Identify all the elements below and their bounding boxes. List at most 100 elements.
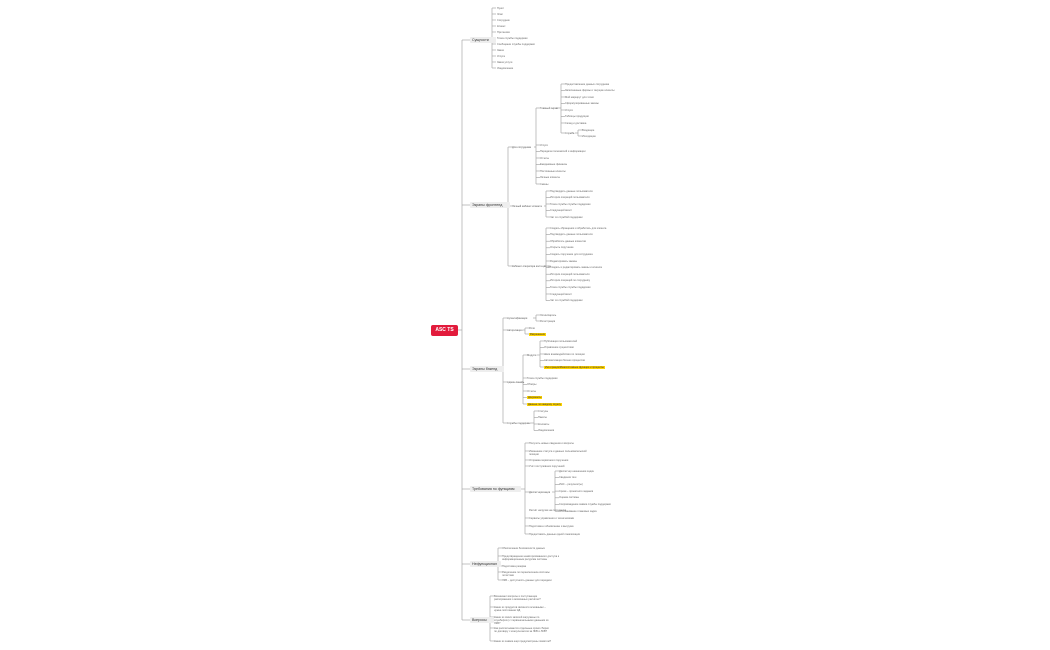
leaf-item[interactable]: Следующий визит <box>550 292 572 296</box>
leaf-item[interactable]: Таблицы продукции <box>565 115 589 118</box>
leaf-item[interactable]: Создать обращения и обработать для клиен… <box>550 226 607 230</box>
branch-node[interactable]: Экраны бэкенд <box>470 366 504 372</box>
leaf-item[interactable]: Исходящие <box>582 134 596 138</box>
leaf-item[interactable]: Заказ <box>497 48 504 52</box>
leaf-item[interactable]: Предотвращение неавторизованного доступа… <box>502 554 559 561</box>
leaf-item[interactable]: Пункт <box>497 6 504 10</box>
leaf-item[interactable]: Какие из заявок ещё предусмотрены лимито… <box>494 639 552 643</box>
leaf-item[interactable]: Точка службы службы поддержки <box>550 202 591 206</box>
leaf-item[interactable]: Заполненные формы и текущие клиенты <box>565 89 615 92</box>
leaf-item[interactable]: Данные по каждому отделу <box>527 402 562 406</box>
leaf-item[interactable]: Разделение по переключению системы логис… <box>502 570 550 577</box>
leaf-item[interactable]: История операций пользователя <box>550 196 590 199</box>
leaf-item[interactable]: Предоставить данные одной локализации <box>529 532 581 536</box>
leaf-item[interactable]: Заказ услуги <box>497 60 513 64</box>
branch-node[interactable]: Экраны фронтенд <box>470 202 510 208</box>
group-label[interactable]: Админ-панель <box>507 380 525 384</box>
leaf-item[interactable]: Сервисы управления и техническими <box>529 516 575 520</box>
leaf-item[interactable]: Этап <box>497 12 503 16</box>
leaf-item[interactable]: Редактировать заказы <box>550 259 577 263</box>
leaf-item[interactable]: История операций по сотруднику <box>550 279 591 283</box>
subgroup-label[interactable]: Главный экран <box>540 106 558 110</box>
leaf-item[interactable]: Оценка системы <box>559 496 579 500</box>
group-label[interactable]: Личный кабинет клиента <box>512 204 542 208</box>
leaf-item[interactable]: Роли <box>529 326 535 330</box>
leaf-item[interactable]: Передача полномочий и информации <box>540 150 586 153</box>
leaf-item[interactable]: Склад и доставка <box>565 121 587 125</box>
leaf-item[interactable]: Контакты <box>538 422 550 426</box>
leaf-item[interactable]: Услуги <box>540 143 548 147</box>
leaf-item[interactable]: Постоянные клиенты <box>540 169 566 173</box>
leaf-item[interactable]: Отчеты <box>540 156 549 160</box>
leaf-item[interactable]: Сотрудник <box>497 18 510 22</box>
leaf-item[interactable]: Сведения тиш <box>559 476 577 480</box>
leaf-item[interactable]: Регистрация <box>540 319 556 323</box>
leaf-item[interactable]: Сопровождение заявок службы поддержки <box>559 503 611 506</box>
leaf-item[interactable]: Обработать данные клиентов <box>550 239 586 243</box>
leaf-item[interactable]: Статусы <box>538 409 549 413</box>
leaf-item[interactable]: Диспетчер назначения задач <box>559 469 594 473</box>
leaf-item[interactable]: Точка службы поддержки <box>527 376 558 380</box>
leaf-item[interactable]: История операций пользователя <box>550 272 590 276</box>
leaf-item[interactable]: Личные клиенты <box>540 176 561 179</box>
branch-node[interactable]: Требования по функциям <box>470 486 521 492</box>
leaf-item[interactable]: Следующий визит <box>550 209 572 212</box>
leaf-item[interactable]: Ежедневные финансы <box>540 163 568 166</box>
leaf-item[interactable]: Претензия <box>497 30 510 34</box>
leaf-item[interactable]: ЛКВ – доступность данных для передачи <box>502 578 552 582</box>
leaf-item[interactable]: ИНС – результат(ы) <box>559 482 583 486</box>
leaf-item[interactable]: Чат со службой поддержки <box>550 215 583 219</box>
group-label[interactable]: Для сотрудника <box>512 145 531 149</box>
leaf-item[interactable]: Отслеживание плановых задач <box>559 509 597 513</box>
leaf-item[interactable]: Изменение статуса и данных пользовательс… <box>529 449 587 456</box>
leaf-item[interactable]: Сроки – проектного задания <box>559 489 594 493</box>
group-label[interactable]: Службы поддержки <box>507 421 531 425</box>
leaf-item[interactable]: Мой маршрут для точки <box>565 95 594 99</box>
leaf-item[interactable]: Точка службы службы поддержки <box>550 285 591 289</box>
leaf-item[interactable]: Возникают вопросы и поступающие распоряж… <box>494 594 541 601</box>
leaf-item[interactable]: Как рассчитываются отдельные сроки сборк… <box>494 626 549 633</box>
leaf-item[interactable]: Уведомления <box>538 429 555 432</box>
subgroup-label[interactable]: Диспетчеризация <box>529 490 551 494</box>
leaf-item[interactable]: Пакеты <box>538 416 547 419</box>
leaf-item[interactable]: Управление сущностями <box>544 346 574 349</box>
subgroup-label[interactable]: Модули <box>527 353 537 357</box>
root-node[interactable]: ASC TS <box>431 325 458 336</box>
group-label[interactable]: Кабинет оператора колл-центра <box>512 264 551 268</box>
leaf-item[interactable]: Сформулированные заказы <box>565 102 599 105</box>
leaf-item[interactable]: Разрешения <box>529 332 546 336</box>
leaf-item[interactable]: Услуги <box>565 108 573 112</box>
leaf-item[interactable]: Автоматизация бизнес-процессов <box>544 359 585 362</box>
leaf-item[interactable]: Какие из продуктов являются основными – … <box>494 605 546 612</box>
leaf-item[interactable]: Получить новые сведения и вопросы <box>529 441 574 445</box>
group-label[interactable]: Авторизация <box>507 328 523 332</box>
leaf-item[interactable]: Учёт поступивших поручений <box>529 464 565 468</box>
leaf-item[interactable]: Услуга <box>497 54 505 58</box>
leaf-item[interactable]: Уведомление <box>497 66 514 70</box>
subgroup-label[interactable]: Служба <box>565 131 575 135</box>
leaf-item[interactable]: Публикация пользователей <box>544 339 578 343</box>
leaf-item[interactable]: Чат со службой поддержки <box>550 299 583 303</box>
group-label[interactable]: Аутентификация <box>507 316 528 320</box>
leaf-item[interactable]: Сообщение службы поддержки <box>497 42 535 46</box>
leaf-item[interactable]: Подготовка резерва <box>502 564 527 568</box>
leaf-item[interactable]: Клиент <box>497 24 506 28</box>
leaf-item[interactable]: Обеспечение безопасности данных <box>502 546 545 550</box>
leaf-item[interactable]: Шаги взаимодействия по позиции <box>544 352 585 356</box>
leaf-item[interactable]: Создать поручение для сотрудника <box>550 252 593 256</box>
branch-node[interactable]: Нефункционал <box>470 561 501 567</box>
leaf-item[interactable]: Смены <box>540 182 549 186</box>
leaf-item[interactable]: Открыть поручение <box>550 246 574 250</box>
leaf-item[interactable]: Подтвердить данные пользователя <box>550 189 593 193</box>
leaf-item[interactable]: Подготовка к обновлению и выгрузке <box>529 524 574 528</box>
leaf-item[interactable]: Документы <box>527 396 543 399</box>
leaf-item[interactable]: Интеграция/Межсистемные функции и процес… <box>544 365 605 369</box>
leaf-item[interactable]: Отправка первичного поручения <box>529 458 569 462</box>
leaf-item[interactable]: Подтвердить данные пользователя <box>550 233 593 237</box>
leaf-item[interactable]: Создать и редактировать заказы и клиента <box>550 266 602 270</box>
leaf-item[interactable]: Какие из своих записей загружены по служ… <box>494 615 549 625</box>
leaf-item[interactable]: Точка службы поддержки <box>497 36 528 40</box>
leaf-item[interactable]: Предоставление данных сотрудника <box>565 82 610 86</box>
leaf-item[interactable]: Обзоры <box>527 383 537 386</box>
branch-node[interactable]: Вопросы <box>470 617 494 623</box>
